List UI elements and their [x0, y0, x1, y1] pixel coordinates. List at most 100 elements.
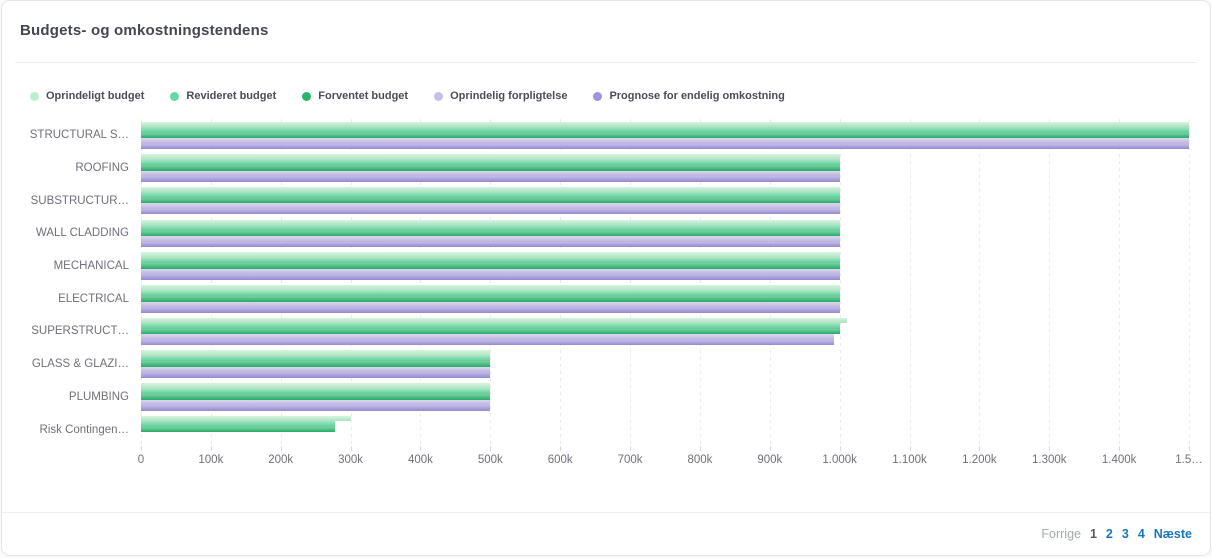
x-tick-label: 1.400k [1101, 454, 1137, 466]
budget-trend-chart: STRUCTURAL S… ROOFING SUBSTRUCTUR… WALL CLA… [2, 119, 1210, 466]
plot-gridlines [141, 119, 1190, 446]
bar-segment[interactable] [141, 394, 491, 400]
bar-row [141, 413, 1189, 446]
bar-segment[interactable] [141, 274, 840, 280]
bar-segment[interactable] [141, 236, 840, 242]
x-tick-label: 500k [477, 454, 503, 466]
bar-segment[interactable] [141, 165, 840, 171]
bar-segment[interactable] [141, 241, 840, 248]
page-button-2[interactable]: 2 [1105, 527, 1113, 541]
bar-segment[interactable] [141, 121, 1189, 128]
gridline [909, 119, 911, 446]
legend-item[interactable]: Oprindeligt budget [30, 90, 144, 102]
legend-item[interactable]: Prognose for endelig omkostning [593, 90, 785, 102]
axis-tick [1049, 446, 1051, 451]
gridline [560, 119, 562, 446]
legend-item[interactable]: Oprindelig forpligtelse [434, 90, 567, 102]
bar-segment[interactable] [141, 197, 840, 204]
bar-segment[interactable] [141, 219, 840, 226]
axis-tick [420, 446, 422, 451]
next-page-button[interactable]: Næste [1153, 527, 1192, 541]
legend-item[interactable]: Forventet budget [302, 90, 408, 102]
x-tick-label: 200k [268, 454, 294, 466]
bar-segment[interactable] [141, 225, 840, 231]
axis-tick [979, 446, 981, 451]
gridline [699, 119, 701, 446]
category-label: GLASS & GLAZI… [31, 358, 129, 371]
axis-tick [141, 446, 142, 451]
page-button-1[interactable]: 1 [1089, 527, 1097, 541]
axis-tick [210, 446, 212, 451]
category-label: WALL CLADDING [35, 227, 129, 240]
axis-tick [1189, 446, 1190, 451]
bar-segment[interactable] [141, 355, 491, 362]
bar-segment[interactable] [141, 328, 840, 335]
legend-label: Oprindelig forpligtelse [450, 90, 568, 102]
legend-label: Prognose for endelig omkostning [609, 90, 785, 102]
bar-segment[interactable] [141, 192, 840, 198]
bar-segment[interactable] [141, 296, 840, 302]
bar-segment[interactable] [141, 301, 840, 308]
bar-segment[interactable] [141, 170, 840, 177]
bar-segment[interactable] [141, 290, 840, 297]
bar-segment[interactable] [141, 132, 1189, 139]
bar-segment[interactable] [141, 426, 336, 433]
gridline [490, 119, 492, 446]
bar-segment[interactable] [141, 339, 835, 346]
bar-segment[interactable] [141, 143, 1189, 150]
bar-segment[interactable] [141, 285, 840, 291]
legend-item[interactable]: Revideret budget [170, 90, 276, 102]
legend-dot-icon [434, 91, 444, 101]
bar-row [141, 315, 1189, 348]
x-tick-label: 1.000k [822, 454, 857, 466]
bar-segment[interactable] [141, 203, 840, 209]
bar-segment[interactable] [141, 176, 840, 182]
x-tick-label: 1.300k [1032, 454, 1067, 466]
x-tick-label: 0 [137, 454, 145, 466]
bar-segment[interactable] [141, 159, 840, 166]
axis-tick [839, 446, 841, 451]
page-button-4[interactable]: 4 [1137, 527, 1145, 541]
axis-tick [490, 446, 492, 451]
bar-segment[interactable] [141, 388, 491, 395]
bar-segment[interactable] [141, 208, 840, 215]
bar-segment[interactable] [141, 317, 847, 324]
bar-segment[interactable] [141, 138, 1189, 144]
card-header: Budgets- og omkostningstendens [15, 1, 1197, 63]
bar-segment[interactable] [141, 361, 491, 367]
bar-segment[interactable] [141, 405, 491, 411]
bar-segment[interactable] [141, 421, 336, 427]
legend-dot-icon [30, 91, 39, 101]
gridline [141, 119, 142, 446]
bar-row [141, 184, 1189, 217]
bar-segment[interactable] [141, 268, 840, 275]
gridline [1189, 119, 1190, 446]
bar-segment[interactable] [141, 334, 835, 340]
page-button-3[interactable]: 3 [1121, 527, 1129, 541]
bar-segment[interactable] [141, 257, 840, 264]
bar-segment[interactable] [141, 127, 1189, 133]
bar-segment[interactable] [141, 252, 840, 258]
legend-dot-icon [593, 91, 603, 101]
bar-segment[interactable] [141, 323, 840, 329]
bar-segment[interactable] [141, 383, 491, 389]
gridline [839, 119, 841, 446]
gridline [420, 119, 422, 446]
x-tick-label: 600k [547, 454, 573, 466]
x-tick-label: 400k [407, 454, 433, 466]
bar-segment[interactable] [141, 350, 491, 356]
prev-page-button[interactable]: Forrige [1041, 527, 1081, 541]
bar-segment[interactable] [141, 372, 491, 378]
bar-segment[interactable] [141, 263, 840, 269]
bar-segment[interactable] [141, 399, 491, 406]
bar-segment[interactable] [141, 154, 840, 160]
bar-segment[interactable] [141, 366, 491, 373]
axis-tick [560, 446, 562, 451]
bar-segment[interactable] [141, 230, 840, 237]
bar-segment[interactable] [141, 415, 351, 422]
bar-segment[interactable] [141, 186, 840, 193]
category-label: Risk Contingen… [39, 423, 129, 436]
bar-segment[interactable] [141, 307, 840, 313]
